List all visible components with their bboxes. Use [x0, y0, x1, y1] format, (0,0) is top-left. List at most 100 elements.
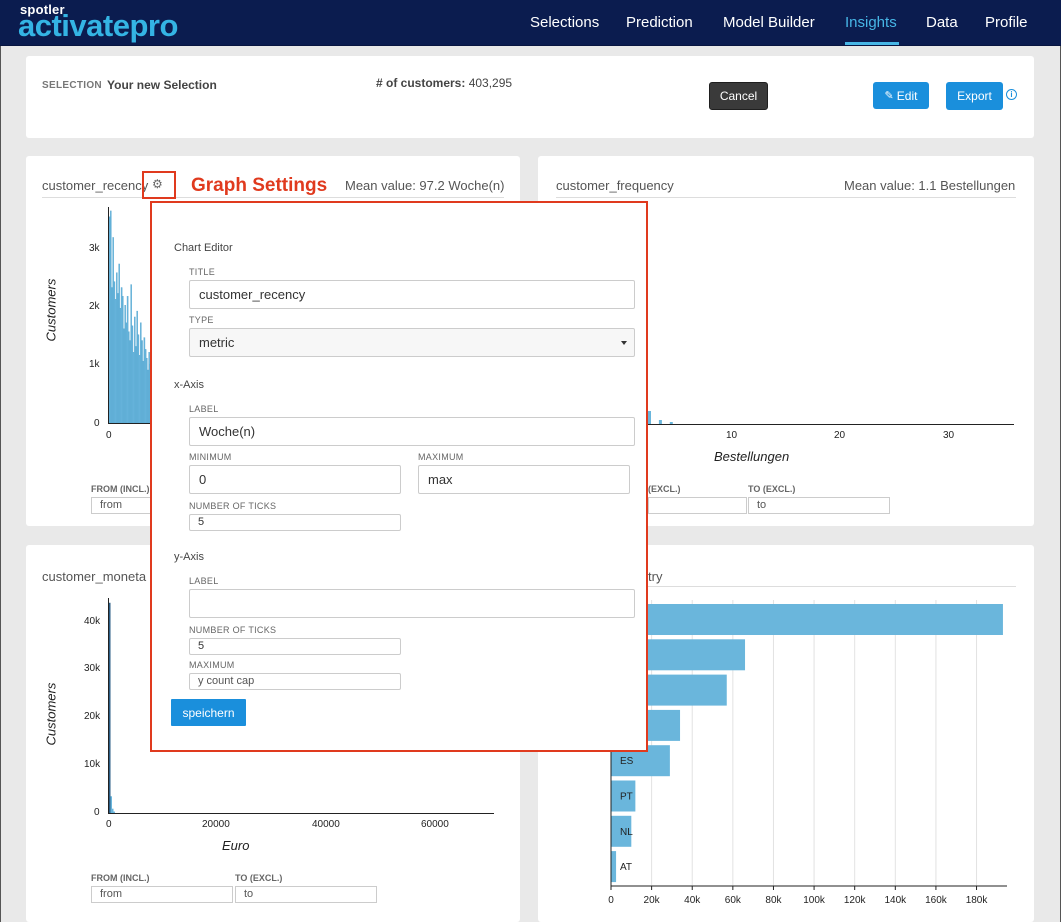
- x-min-input[interactable]: 0: [189, 465, 401, 494]
- recency-bar: [123, 328, 125, 424]
- frequency-to-input[interactable]: to: [748, 497, 890, 514]
- cancel-button[interactable]: Cancel: [709, 82, 768, 110]
- nav-active-indicator: [845, 42, 899, 45]
- recency-mean-value: Mean value: 97.2 Woche(n): [345, 178, 505, 193]
- monetary-y-axis-label: Customers: [43, 682, 59, 746]
- x-label-input[interactable]: Woche(n): [189, 417, 635, 446]
- recency-bar: [124, 305, 126, 424]
- recency-x-axis: [108, 423, 152, 424]
- recency-bar: [110, 210, 112, 424]
- chart-editor-dialog: Chart Editor TITLE customer_recency TYPE…: [150, 201, 648, 752]
- export-button[interactable]: Export: [946, 82, 1003, 110]
- y-max-input[interactable]: y count cap: [189, 673, 401, 690]
- recency-bar: [118, 263, 120, 424]
- x-max-input[interactable]: max: [418, 465, 630, 494]
- country-bar: [611, 815, 632, 847]
- recency-bar: [111, 287, 113, 424]
- nav-data[interactable]: Data: [926, 14, 958, 31]
- recency-bar: [120, 287, 123, 424]
- recency-from-input[interactable]: from: [91, 497, 151, 514]
- recency-x-tick: 0: [106, 430, 112, 441]
- frequency-to-label: TO (EXCL.): [748, 484, 796, 494]
- edit-button-label: Edit: [896, 88, 918, 103]
- country-bar-chart: ES PT NL AT 0 20k 40k 60k 80k 100k 120k 140k 160k 180…: [608, 600, 1007, 906]
- monetary-from-input[interactable]: from: [91, 886, 233, 903]
- gear-icon[interactable]: ⚙: [152, 177, 163, 191]
- x-ticks-input[interactable]: 5: [189, 514, 401, 531]
- monetary-to-input[interactable]: to: [235, 886, 377, 903]
- y-label-input[interactable]: [189, 589, 635, 618]
- selection-panel: [26, 56, 1034, 138]
- recency-bar: [125, 322, 128, 424]
- recency-bar: [113, 281, 116, 424]
- y-ticks-field-label: NUMBER OF TICKS: [189, 625, 277, 635]
- chart-editor-heading: Chart Editor: [174, 242, 233, 254]
- country-category-label: AT: [620, 862, 632, 873]
- frequency-bar: [658, 420, 662, 424]
- type-select[interactable]: metric: [189, 328, 635, 357]
- frequency-bar: [648, 411, 651, 424]
- monetary-histogram: [109, 602, 115, 813]
- recency-bar: [112, 237, 114, 424]
- monetary-y-tick: 20k: [84, 711, 101, 722]
- frequency-from-input[interactable]: [648, 497, 747, 514]
- country-x-tick: 160k: [925, 895, 948, 906]
- recency-y-tick: 1k: [89, 359, 100, 370]
- selection-name: Your new Selection: [107, 78, 217, 92]
- x-label-field-label: LABEL: [189, 404, 219, 414]
- x-min-field-label: MINIMUM: [189, 452, 232, 462]
- country-divider: [612, 586, 1016, 587]
- nav-selections[interactable]: Selections: [530, 14, 600, 31]
- recency-bar: [132, 352, 135, 424]
- customer-count: # of customers: 403,295: [376, 76, 512, 90]
- graph-settings-annotation: Graph Settings: [191, 175, 328, 196]
- graph-settings-highlight: [142, 171, 176, 199]
- title-input[interactable]: customer_recency: [189, 280, 635, 309]
- recency-bar: [119, 307, 122, 424]
- recency-bar: [138, 355, 141, 424]
- recency-histogram: [108, 210, 153, 424]
- selection-label: SELECTION: [42, 80, 102, 91]
- monetary-x-axis-label: Euro: [222, 838, 250, 853]
- y-axis-heading: y-Axis: [174, 551, 204, 563]
- nav-insights[interactable]: Insights: [845, 14, 897, 31]
- recency-bar: [129, 340, 131, 424]
- recency-bar: [134, 316, 136, 424]
- edit-button[interactable]: ✎ Edit: [873, 82, 929, 109]
- country-chart-title: try: [648, 569, 663, 584]
- frequency-chart-title: customer_frequency: [556, 178, 674, 193]
- recency-bar: [135, 346, 137, 424]
- recency-bar: [128, 331, 130, 424]
- recency-chart-title: customer_recency: [42, 178, 149, 193]
- recency-bar: [114, 299, 117, 424]
- brand-logo[interactable]: activatepro: [18, 8, 178, 43]
- recency-bar: [140, 322, 142, 424]
- monetary-bar: [112, 808, 114, 813]
- recency-bar: [117, 293, 119, 424]
- recency-bar: [136, 310, 138, 424]
- country-x-tick: 140k: [884, 895, 907, 906]
- monetary-bar: [110, 796, 112, 813]
- nav-profile[interactable]: Profile: [985, 14, 1028, 31]
- country-x-tick: 0: [608, 895, 614, 906]
- y-ticks-input[interactable]: 5: [189, 638, 401, 655]
- frequency-mean-value: Mean value: 1.1 Bestellungen: [844, 178, 1016, 193]
- recency-bar: [122, 296, 124, 424]
- recency-bar: [108, 216, 111, 424]
- monetary-to-label: TO (EXCL.): [235, 873, 283, 883]
- monetary-from-label: FROM (INCL.): [91, 873, 150, 883]
- monetary-y-tick: 40k: [84, 616, 101, 627]
- nav-model-builder[interactable]: Model Builder: [723, 14, 815, 31]
- recency-bar: [137, 334, 140, 424]
- info-circle-icon[interactable]: i: [1006, 89, 1017, 100]
- monetary-y-tick: 0: [94, 807, 100, 818]
- nav-prediction[interactable]: Prediction: [626, 14, 693, 31]
- save-button[interactable]: speichern: [171, 699, 246, 726]
- country-category-label: ES: [620, 756, 634, 767]
- monetary-x-axis: [108, 813, 494, 814]
- frequency-x-tick: 20: [834, 430, 846, 441]
- recency-y-axis-label: Customers: [43, 278, 59, 342]
- country-x-tick: 20k: [644, 895, 661, 906]
- recency-y-axis: [108, 207, 109, 424]
- frequency-histogram: [648, 411, 673, 424]
